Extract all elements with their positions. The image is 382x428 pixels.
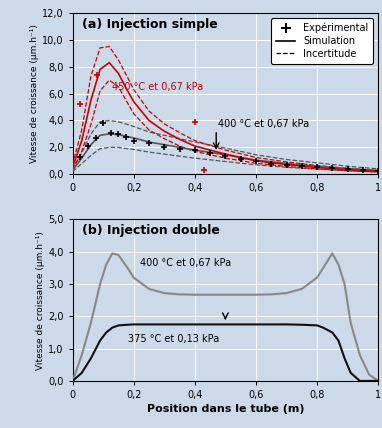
Text: 450 °C et 0,67 kPa: 450 °C et 0,67 kPa [112, 81, 204, 92]
X-axis label: Position dans le tube (m): Position dans le tube (m) [147, 404, 304, 414]
Text: (a) Injection simple: (a) Injection simple [82, 18, 217, 31]
Text: (b) Injection double: (b) Injection double [82, 224, 220, 237]
Y-axis label: Vitesse de croissance (μm.h⁻¹): Vitesse de croissance (μm.h⁻¹) [30, 24, 39, 163]
Y-axis label: Vitesse de croissance (μm.h⁻¹): Vitesse de croissance (μm.h⁻¹) [36, 231, 45, 370]
Text: 375 °C et 0,13 kPa: 375 °C et 0,13 kPa [128, 333, 219, 344]
Text: 400 °C et 0,67 kPa: 400 °C et 0,67 kPa [218, 119, 309, 128]
Legend: Expérimental, Simulation, Incertitude: Expérimental, Simulation, Incertitude [271, 18, 373, 64]
Text: 400 °C et 0,67 kPa: 400 °C et 0,67 kPa [140, 259, 231, 268]
